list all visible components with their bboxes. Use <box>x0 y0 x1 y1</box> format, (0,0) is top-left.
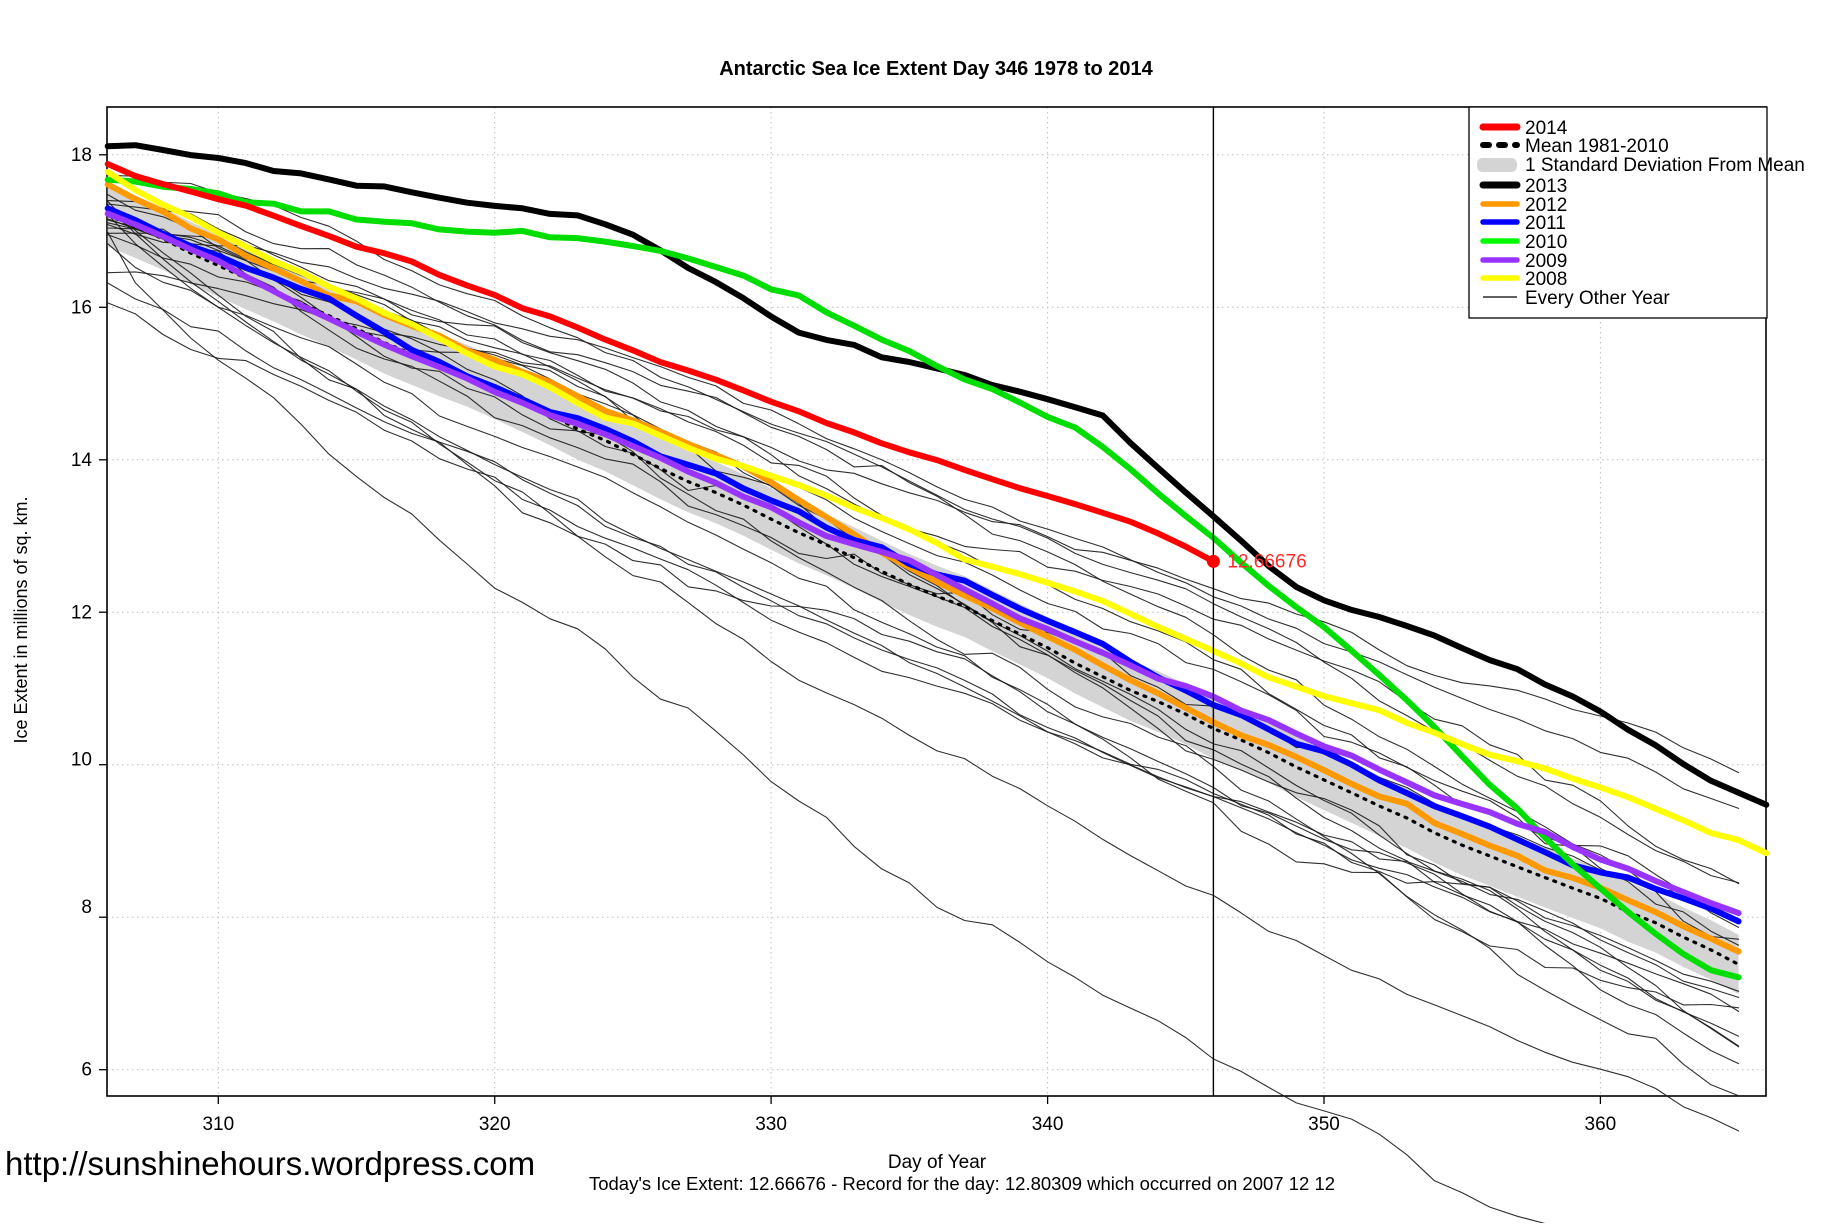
svg-text:http://sunshinehours.wordpress: http://sunshinehours.wordpress.com <box>5 1145 535 1182</box>
svg-text:8: 8 <box>81 897 92 918</box>
svg-text:360: 360 <box>1585 1114 1617 1135</box>
svg-text:2010: 2010 <box>1525 232 1567 253</box>
svg-text:2011: 2011 <box>1525 213 1566 234</box>
svg-text:18: 18 <box>71 145 92 166</box>
svg-text:340: 340 <box>1032 1114 1064 1135</box>
svg-text:2008: 2008 <box>1525 269 1567 290</box>
svg-text:14: 14 <box>71 450 93 471</box>
svg-text:Ice Extent in millions of sq.: Ice Extent in millions of sq. km. <box>11 496 31 743</box>
svg-text:Day of Year: Day of Year <box>888 1152 987 1173</box>
svg-text:6: 6 <box>81 1060 92 1081</box>
svg-text:12: 12 <box>71 603 92 624</box>
svg-text:310: 310 <box>202 1114 234 1135</box>
svg-text:12.66676: 12.66676 <box>1227 551 1306 572</box>
svg-text:350: 350 <box>1308 1114 1340 1135</box>
svg-text:Every Other Year: Every Other Year <box>1525 288 1670 309</box>
svg-text:16: 16 <box>71 298 92 319</box>
svg-text:2013: 2013 <box>1525 176 1567 197</box>
svg-text:Antarctic Sea Ice Extent Day 3: Antarctic Sea Ice Extent Day 346 1978 to… <box>719 58 1153 80</box>
svg-text:10: 10 <box>71 750 92 771</box>
svg-text:330: 330 <box>755 1114 787 1135</box>
svg-text:1 Standard Deviation From Mean: 1 Standard Deviation From Mean <box>1525 155 1805 176</box>
svg-text:Mean 1981-2010: Mean 1981-2010 <box>1525 136 1669 157</box>
svg-text:320: 320 <box>479 1114 511 1135</box>
svg-text:Today's Ice Extent: 12.66676: Today's Ice Extent: 12.66676 - Record fo… <box>589 1173 1335 1194</box>
